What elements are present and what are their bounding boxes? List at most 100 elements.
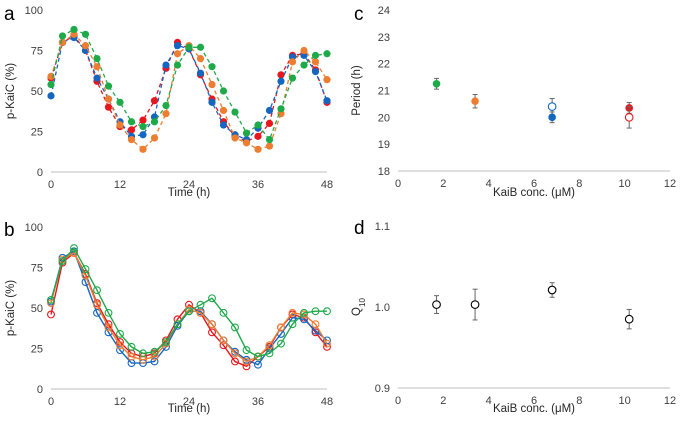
data-point-orange <box>162 110 170 118</box>
y-tick-label: 1.1 <box>375 221 390 233</box>
data-point-orange <box>208 80 216 89</box>
data-point-green <box>311 51 320 59</box>
data-point-red <box>254 132 262 140</box>
panel-label-c: c <box>354 4 364 25</box>
y-tick-label: 0 <box>37 167 43 179</box>
x-tick-label: 2 <box>440 395 446 407</box>
x-tick-label: 12 <box>114 179 126 191</box>
data-point-orange <box>471 97 479 106</box>
y-tick-label: 24 <box>378 5 390 17</box>
data-point-blue <box>196 69 205 77</box>
data-point-red <box>277 71 285 79</box>
data-point-red <box>265 119 274 127</box>
data-point-blue <box>47 92 55 100</box>
data-point-orange <box>242 357 251 366</box>
y-tick-label: 23 <box>378 32 390 44</box>
x-tick-label: 12 <box>664 395 676 407</box>
data-point-green <box>150 118 159 126</box>
x-tick-label: 6 <box>531 395 537 407</box>
x-tick-label: 36 <box>252 396 264 408</box>
data-point-orange <box>104 95 113 103</box>
y-tick-label: 100 <box>25 222 43 234</box>
data-point-green <box>116 329 124 338</box>
x-axis-label: KaiB conc. (μM) <box>493 403 575 415</box>
chart-panel-b: 0 12 24 36 48 0 25 50 75 100 Time (h) p-KaiC (%) <box>5 222 333 415</box>
data-point-orange <box>127 352 136 361</box>
data-point-orange <box>81 42 90 50</box>
data-point-green <box>185 43 193 51</box>
data-point-green <box>231 108 239 116</box>
data-point-orange <box>219 336 228 345</box>
data-point-orange <box>58 38 67 47</box>
data-point-red <box>231 357 239 366</box>
data-point-blue <box>116 346 124 355</box>
x-tick-label: 4 <box>486 395 492 407</box>
y-tick-label: 25 <box>31 127 43 139</box>
chart-panel-d: 0 2 4 6 8 10 12 0.9 1.0 1.1 KaiB conc. (μM) Q10 <box>351 221 676 415</box>
data-point-green <box>173 61 182 69</box>
panel-label-b: b <box>4 220 15 241</box>
panel-label-a: a <box>4 4 15 25</box>
x-tick-label: 8 <box>576 178 582 190</box>
data-point-orange <box>219 106 228 115</box>
data-point-orange <box>116 341 124 350</box>
x-tick-label: 0 <box>48 179 54 191</box>
data-point-orange <box>139 145 147 153</box>
data-point-green <box>277 105 285 113</box>
y-tick-label: 50 <box>31 86 43 98</box>
data-point-blue <box>139 131 147 139</box>
x-tick-label: 24 <box>183 396 195 408</box>
data-point-green <box>162 101 170 110</box>
data-point-orange <box>323 76 331 84</box>
data-point-green <box>93 55 101 63</box>
data-point-green <box>162 338 170 346</box>
y-axis-label: p-KaiC (%) <box>5 63 17 119</box>
data-point-green <box>254 352 262 361</box>
y-tick-label: 1.0 <box>375 302 390 314</box>
data-point-red <box>139 116 147 124</box>
data-point-green <box>58 257 67 265</box>
data-point-blue <box>323 336 331 345</box>
data-point-green <box>196 43 205 51</box>
x-axis-label: Time (h) <box>168 187 211 199</box>
y-tick-label: 100 <box>25 5 43 17</box>
data-point-red <box>150 97 159 105</box>
data-point-green <box>219 308 228 317</box>
data-point-green <box>196 300 205 309</box>
data-point-orange <box>242 139 251 147</box>
y-tick-label: 75 <box>31 46 43 58</box>
y-tick-label: 0.9 <box>375 383 390 395</box>
chart-panel-a: 0 12 24 36 48 0 25 50 75 100 Time (h) p-KaiC (%) <box>5 5 333 199</box>
data-point-red <box>104 103 113 111</box>
series-line-blue <box>50 36 328 141</box>
data-point-orange <box>231 349 239 358</box>
x-tick-label: 48 <box>321 179 333 191</box>
data-point-green <box>47 80 55 89</box>
data-point-green <box>104 308 113 317</box>
data-point-orange <box>196 308 205 317</box>
x-tick-label: 12 <box>114 396 126 408</box>
y-tick-label: 20 <box>378 112 390 124</box>
data-point-green <box>277 339 285 348</box>
data-point-red <box>624 112 634 122</box>
x-axis-label: Time (h) <box>168 403 211 415</box>
y-tick-label: 25 <box>31 344 43 356</box>
data-point-orange <box>277 323 285 332</box>
x-tick-label: 0 <box>395 178 401 190</box>
data-point-green <box>219 87 228 95</box>
data-point-orange <box>104 323 113 332</box>
data-point-orange <box>265 341 274 350</box>
y-tick-label: 75 <box>31 263 43 275</box>
y-axis-label-subscript: 10 <box>358 298 367 307</box>
x-tick-label: 2 <box>440 178 446 190</box>
data-point-black <box>470 300 480 309</box>
data-point-green <box>127 118 136 126</box>
x-tick-label: 8 <box>576 395 582 407</box>
data-point-black <box>432 300 441 309</box>
data-point-blue <box>548 113 556 122</box>
data-point-green <box>265 349 274 358</box>
y-tick-label: 22 <box>378 59 390 71</box>
data-point-green <box>288 320 297 329</box>
data-point-red <box>208 328 216 337</box>
data-point-green <box>104 82 113 90</box>
